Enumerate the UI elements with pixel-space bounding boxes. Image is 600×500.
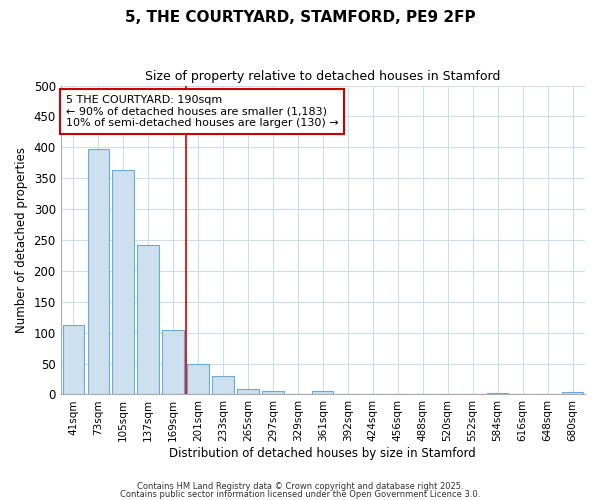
Text: Contains HM Land Registry data © Crown copyright and database right 2025.: Contains HM Land Registry data © Crown c…	[137, 482, 463, 491]
Bar	[163, 330, 184, 394]
Title: Size of property relative to detached houses in Stamford: Size of property relative to detached ho…	[145, 70, 500, 83]
Bar	[187, 364, 209, 394]
Bar	[238, 389, 259, 394]
Bar	[112, 170, 134, 394]
X-axis label: Distribution of detached houses by size in Stamford: Distribution of detached houses by size …	[169, 447, 476, 460]
Bar	[312, 391, 334, 394]
Bar	[562, 392, 583, 394]
Text: 5, THE COURTYARD, STAMFORD, PE9 2FP: 5, THE COURTYARD, STAMFORD, PE9 2FP	[125, 10, 475, 25]
Bar	[262, 391, 284, 394]
Bar	[212, 376, 233, 394]
Text: 5 THE COURTYARD: 190sqm
← 90% of detached houses are smaller (1,183)
10% of semi: 5 THE COURTYARD: 190sqm ← 90% of detache…	[66, 95, 338, 128]
Y-axis label: Number of detached properties: Number of detached properties	[15, 147, 28, 333]
Bar	[487, 392, 508, 394]
Bar	[88, 149, 109, 394]
Bar	[137, 245, 158, 394]
Text: Contains public sector information licensed under the Open Government Licence 3.: Contains public sector information licen…	[120, 490, 480, 499]
Bar	[62, 324, 84, 394]
